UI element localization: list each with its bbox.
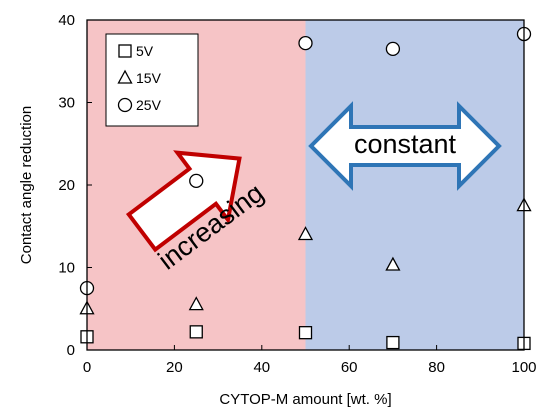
x-tick-label: 80 [428, 359, 445, 376]
increasing-arrow [125, 150, 242, 253]
x-tick-label: 20 [166, 359, 183, 376]
point-25v [385, 41, 401, 57]
point-5v [386, 335, 400, 350]
legend-label: 15V [136, 70, 162, 86]
point-15v [385, 256, 401, 271]
legend-marker-15v [117, 69, 133, 84]
constant-label: constant [354, 129, 457, 159]
data-points [79, 26, 532, 351]
x-tick-label: 40 [253, 359, 270, 376]
y-tick-label: 40 [58, 12, 75, 29]
legend-label: 5V [136, 43, 154, 59]
y-axis-title: Contact angle reduction [18, 106, 35, 264]
point-25v [189, 173, 204, 189]
y-tick-label: 20 [58, 177, 75, 194]
tick-labels: 0 20 40 60 80 100 0 10 20 30 40 [58, 12, 536, 376]
point-15v [188, 296, 204, 311]
constant-arrow [308, 101, 502, 191]
point-25v [298, 35, 313, 51]
legend-marker-25v [117, 97, 133, 113]
x-tick-label: 100 [511, 359, 536, 376]
legend: 5V 15V 25V [105, 33, 199, 127]
legend-label: 25V [136, 97, 162, 113]
point-15v [297, 226, 314, 241]
x-tick-label: 0 [83, 359, 91, 376]
region-1 [305, 20, 524, 350]
x-axis-title: CYTOP-M amount [wt. %] [219, 391, 391, 408]
point-5v [189, 325, 203, 339]
x-tick-label: 60 [341, 359, 358, 376]
y-tick-label: 0 [67, 342, 75, 359]
point-5v [298, 326, 313, 340]
legend-marker-5v [118, 44, 132, 58]
y-tick-label: 10 [58, 260, 75, 277]
y-tick-label: 30 [58, 95, 75, 112]
